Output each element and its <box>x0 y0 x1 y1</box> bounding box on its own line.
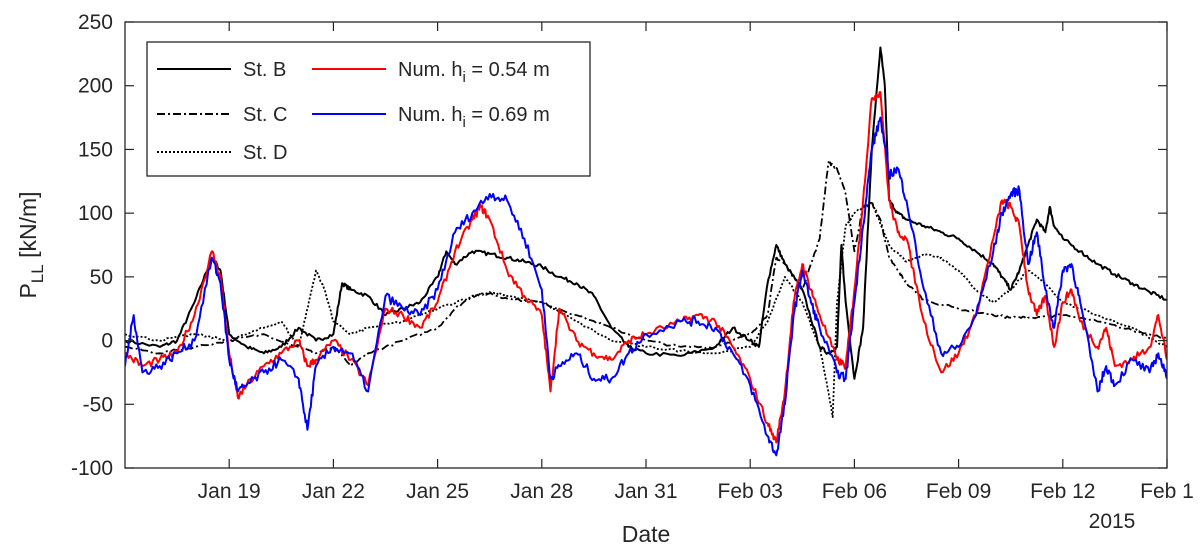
y-axis-label-subscript: LL <box>28 264 47 283</box>
y-tick-label: -50 <box>83 393 113 416</box>
y-tick-label: 150 <box>78 138 113 161</box>
y-axis-label-unit: [kN/m] <box>15 191 41 264</box>
legend-box <box>146 41 591 177</box>
y-tick-label: 100 <box>78 202 113 225</box>
legend-label-st-d: St. D <box>243 142 287 164</box>
legend-label-num-054: Num. hi = 0.54 m <box>398 59 550 86</box>
y-tick-label: 0 <box>101 330 113 353</box>
x-axis-label: Date <box>622 521 671 544</box>
x-axis: Jan 19 Jan 22 Jan 25 Jan 28 Jan 31 Feb 03 Feb … <box>198 22 1194 503</box>
y-tick-label: 250 <box>78 11 113 34</box>
x-tick-label: Feb 1 <box>1140 480 1194 503</box>
series-line-2 <box>125 201 1167 418</box>
x-tick-label: Jan 25 <box>406 480 469 503</box>
x-tick-label: Feb 09 <box>926 480 991 503</box>
x-tick-label: Feb 06 <box>822 480 887 503</box>
x-tick-label: Jan 28 <box>510 480 573 503</box>
series-line-0 <box>125 46 1167 380</box>
y-tick-label: 50 <box>90 266 113 289</box>
y-axis: -100 -50 0 50 100 150 200 250 <box>71 11 1167 480</box>
x-tick-label: Feb 12 <box>1030 480 1095 503</box>
x-tick-label: Jan 19 <box>198 480 261 503</box>
x-axis-secondary-label: 2015 <box>1089 510 1136 533</box>
x-tick-label: Feb 03 <box>718 480 783 503</box>
x-tick-label: Jan 22 <box>302 480 365 503</box>
series-line-1 <box>125 161 1167 367</box>
legend-label-st-b: St. B <box>243 59 286 81</box>
legend-label-st-c: St. C <box>243 104 287 126</box>
y-tick-label: 200 <box>78 75 113 98</box>
legend: St. B St. C St. D Num. hi = 0.54 m Num. … <box>146 41 591 177</box>
y-axis-label: PLL [kN/m] <box>15 191 47 298</box>
series-line-4 <box>125 116 1167 457</box>
legend-label-num-069: Num. hi = 0.69 m <box>398 104 550 131</box>
x-tick-label: Jan 31 <box>614 480 677 503</box>
y-tick-label: -100 <box>71 457 113 480</box>
series-line-3 <box>125 91 1167 444</box>
series-layer <box>125 46 1167 457</box>
y-axis-label-main: P <box>15 283 41 298</box>
